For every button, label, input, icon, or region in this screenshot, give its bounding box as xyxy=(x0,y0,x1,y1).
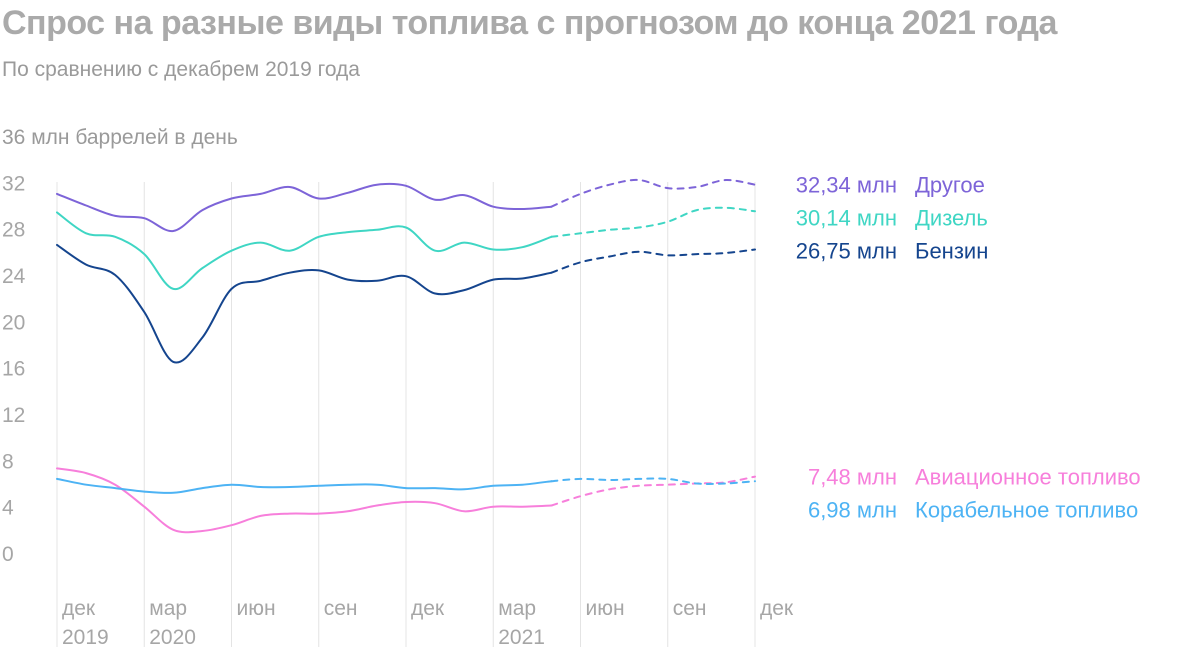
series-line-forecast xyxy=(550,475,756,507)
series-labels: 32,34 млн Другое 30,14 млн Дизель 26,75 млн Б… xyxy=(796,173,1141,523)
y-axis-unit: млн баррелей в день xyxy=(31,126,238,149)
x-tick-label: дек xyxy=(411,597,445,620)
y-axis-unit-label: 36 млн баррелей в день xyxy=(2,126,238,150)
series-name-label: Другое xyxy=(915,173,985,198)
series-line-forecast xyxy=(550,206,756,238)
series-line-forecast xyxy=(550,477,756,485)
series-line-actual xyxy=(56,182,553,233)
x-tick-label: дек xyxy=(760,597,794,620)
y-tick-label: 32 xyxy=(2,172,25,195)
series-line-actual xyxy=(56,211,553,290)
series-name-label: Авиационное топливо xyxy=(915,465,1141,490)
series-line-actual xyxy=(56,467,553,534)
y-tick-label: 4 xyxy=(2,497,14,520)
series-value-label: 6,98 млн xyxy=(808,498,897,523)
gridlines xyxy=(56,182,756,647)
chart-subtitle: По сравнению с декабрем 2019 года xyxy=(2,58,360,81)
y-tick-label: 0 xyxy=(2,543,14,566)
y-tick-label: 24 xyxy=(2,265,26,288)
series-value-label: 7,48 млн xyxy=(808,465,897,490)
series-value-label: 26,75 млн xyxy=(796,239,897,264)
x-tick-label: мар xyxy=(498,597,536,620)
y-tick-label: 16 xyxy=(2,358,25,381)
series-line-actual xyxy=(56,477,553,494)
series-value-label: 32,34 млн xyxy=(796,173,897,198)
x-tick-year: 2021 xyxy=(498,626,545,649)
x-tick-label: июн xyxy=(237,597,276,620)
x-tick-label: мар xyxy=(149,597,187,620)
x-tick-year: 2020 xyxy=(149,626,196,649)
series-line-forecast xyxy=(550,248,756,274)
series-lines xyxy=(56,178,756,534)
x-tick-label: сен xyxy=(673,597,707,620)
x-tick-label: июн xyxy=(586,597,625,620)
series-line-forecast xyxy=(550,178,756,208)
y-axis-top-value: 36 xyxy=(2,126,26,149)
series-line-actual xyxy=(56,243,553,364)
series-name-label: Бензин xyxy=(915,239,988,264)
series-name-label: Корабельное топливо xyxy=(915,498,1138,523)
x-tick-label: сен xyxy=(324,597,358,620)
chart-title: Спрос на разные виды топлива с прогнозом… xyxy=(2,4,1057,42)
y-tick-label: 12 xyxy=(2,404,25,427)
y-tick-label: 28 xyxy=(2,219,25,242)
axis-ticks: 0 4 8 12 16 20 24 28 32 дек 2019 мар 2020 июн сен дек ма… xyxy=(2,172,794,649)
series-name-label: Дизель xyxy=(915,206,988,231)
x-tick-label: дек xyxy=(62,597,96,620)
y-tick-label: 20 xyxy=(2,311,25,334)
x-tick-year: 2019 xyxy=(62,626,109,649)
y-tick-label: 8 xyxy=(2,450,14,473)
series-value-label: 30,14 млн xyxy=(796,206,897,231)
